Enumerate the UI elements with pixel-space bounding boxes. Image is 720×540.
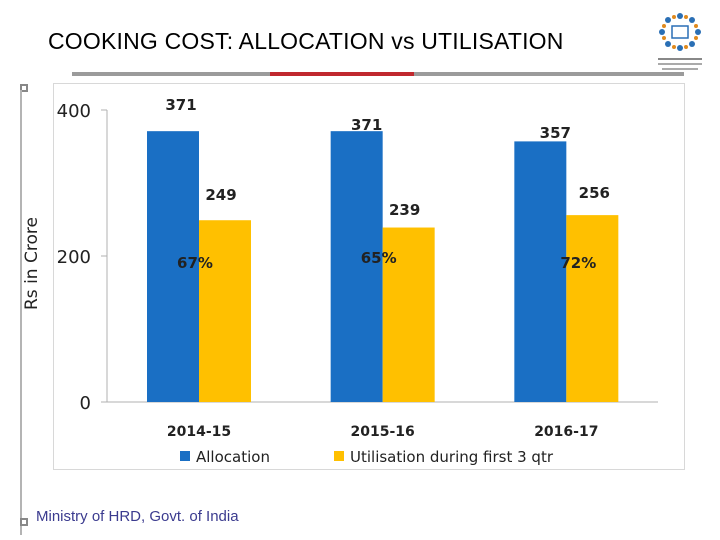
y-tick-label: 200 bbox=[57, 247, 91, 268]
bar-utilisation bbox=[566, 215, 619, 402]
percent-label: 65% bbox=[361, 249, 397, 267]
data-label-utilisation: 249 bbox=[205, 186, 236, 204]
x-tick-label: 2016-17 bbox=[534, 424, 598, 440]
percent-label: 72% bbox=[560, 254, 596, 272]
y-tick-label: 400 bbox=[57, 101, 91, 122]
data-label-utilisation: 239 bbox=[389, 201, 420, 219]
slide-title: COOKING COST: ALLOCATION vs UTILISATION bbox=[48, 28, 564, 54]
bar-allocation bbox=[330, 131, 383, 403]
footer-text: Ministry of HRD, Govt. of India bbox=[36, 508, 239, 525]
data-label-allocation: 371 bbox=[351, 116, 382, 134]
title-rule-accent bbox=[270, 72, 414, 76]
frame-corner-top bbox=[20, 84, 28, 92]
legend-label-utilisation: Utilisation during first 3 qtr bbox=[350, 448, 554, 466]
x-tick-label: 2015-16 bbox=[351, 424, 415, 440]
data-label-utilisation: 256 bbox=[579, 184, 610, 202]
data-label-allocation: 357 bbox=[540, 124, 571, 142]
bar-utilisation bbox=[199, 220, 251, 402]
ministry-logo-icon bbox=[658, 13, 702, 70]
y-tick-label: 0 bbox=[80, 393, 91, 414]
bar-allocation bbox=[147, 131, 199, 403]
slide-frame-line bbox=[20, 90, 44, 535]
percent-label: 67% bbox=[177, 254, 213, 272]
data-label-allocation: 371 bbox=[165, 96, 196, 114]
bar-allocation bbox=[514, 141, 567, 402]
legend-swatch-allocation bbox=[180, 451, 190, 461]
legend-swatch-utilisation bbox=[334, 451, 344, 461]
frame-corner-bottom bbox=[20, 518, 28, 526]
x-tick-label: 2014-15 bbox=[167, 424, 231, 440]
legend-label-allocation: Allocation bbox=[196, 448, 270, 466]
bar-utilisation bbox=[382, 227, 435, 402]
